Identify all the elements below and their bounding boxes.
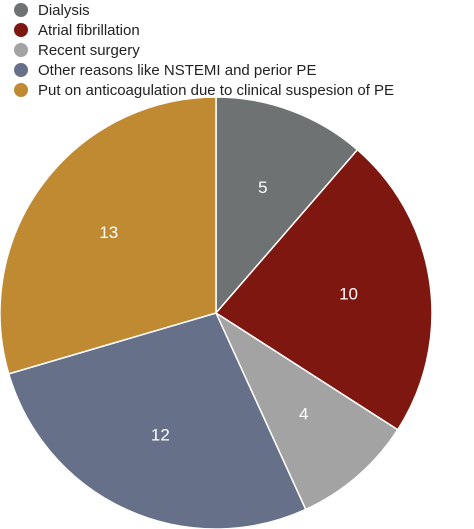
legend-label-other-reasons: Other reasons like NSTEMI and perior PE xyxy=(38,61,317,79)
chart-legend: Dialysis Atrial fibrillation Recent surg… xyxy=(14,0,394,100)
legend-swatch-dialysis xyxy=(14,3,28,17)
pie-slice-anticoagulation xyxy=(0,96,217,375)
pie-label-anticoagulation: 13 xyxy=(99,223,118,242)
legend-label-dialysis: Dialysis xyxy=(38,1,90,19)
legend-swatch-anticoagulation xyxy=(14,83,28,97)
pie-slice-atrial-fibrillation xyxy=(214,148,433,431)
legend-item-recent-surgery: Recent surgery xyxy=(14,40,394,60)
legend-item-atrial-fibrillation: Atrial fibrillation xyxy=(14,20,394,40)
legend-swatch-atrial-fibrillation xyxy=(14,23,28,37)
legend-swatch-other-reasons xyxy=(14,63,28,77)
legend-label-recent-surgery: Recent surgery xyxy=(38,41,140,59)
pie-label-other-reasons: 12 xyxy=(151,425,170,444)
legend-swatch-recent-surgery xyxy=(14,43,28,57)
legend-label-anticoagulation: Put on anticoagulation due to clinical s… xyxy=(38,81,395,99)
pie-label-recent-surgery: 4 xyxy=(299,405,308,424)
legend-item-anticoagulation: Put on anticoagulation due to clinical s… xyxy=(14,80,394,100)
legend-item-dialysis: Dialysis xyxy=(14,0,394,20)
legend-item-other-reasons: Other reasons like NSTEMI and perior PE xyxy=(14,60,394,80)
pie-label-atrial-fibrillation: 10 xyxy=(339,284,358,303)
pie-slice-recent-surgery xyxy=(214,310,399,511)
pie-slice-dialysis xyxy=(215,96,359,316)
pie-label-dialysis: 5 xyxy=(258,178,267,197)
legend-label-atrial-fibrillation: Atrial fibrillation xyxy=(38,21,140,39)
pie-slice-other-reasons xyxy=(7,312,307,529)
